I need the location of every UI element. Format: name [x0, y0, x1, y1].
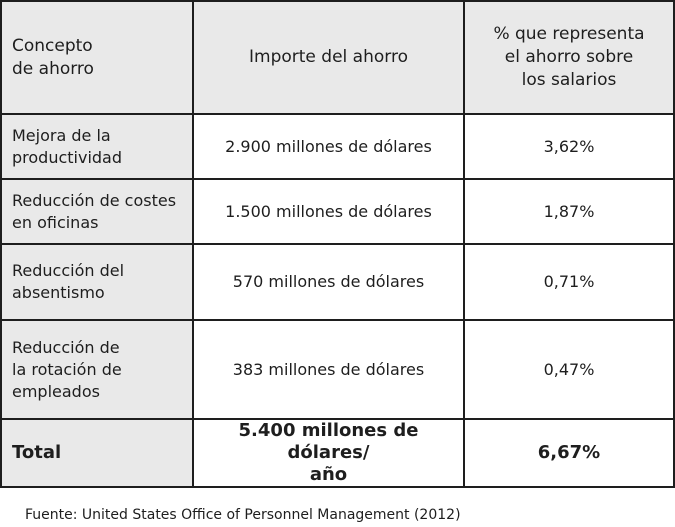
row-percent: 0,71% — [463, 243, 675, 321]
row-percent: 1,87% — [463, 178, 675, 245]
table-header-row: Concepto de ahorro Importe del ahorro % … — [0, 0, 675, 115]
row-amount: 2.900 millones de dólares — [192, 113, 465, 180]
row-concept: Reducción del absentismo — [0, 243, 194, 321]
header-amount: Importe del ahorro — [192, 0, 465, 115]
header-percent: % que representa el ahorro sobre los sal… — [463, 0, 675, 115]
row-concept: Mejora de la productividad — [0, 113, 194, 180]
table-row: Reducción de la rotación de empleados 38… — [0, 319, 675, 420]
table-total-row: Total 5.400 millones de dólares/ año 6,6… — [0, 418, 675, 488]
row-amount: 1.500 millones de dólares — [192, 178, 465, 245]
savings-table: Concepto de ahorro Importe del ahorro % … — [0, 0, 675, 488]
row-amount: 383 millones de dólares — [192, 319, 465, 420]
header-concept: Concepto de ahorro — [0, 0, 194, 115]
total-amount: 5.400 millones de dólares/ año — [192, 418, 465, 488]
row-percent: 3,62% — [463, 113, 675, 180]
table-row: Mejora de la productividad 2.900 millone… — [0, 113, 675, 180]
total-label: Total — [0, 418, 194, 488]
row-amount: 570 millones de dólares — [192, 243, 465, 321]
table-row: Reducción del absentismo 570 millones de… — [0, 243, 675, 321]
row-concept: Reducción de costes en oficinas — [0, 178, 194, 245]
row-percent: 0,47% — [463, 319, 675, 420]
source-note: Fuente: United States Office of Personne… — [25, 507, 461, 523]
table-row: Reducción de costes en oficinas 1.500 mi… — [0, 178, 675, 245]
row-concept: Reducción de la rotación de empleados — [0, 319, 194, 420]
total-percent: 6,67% — [463, 418, 675, 488]
